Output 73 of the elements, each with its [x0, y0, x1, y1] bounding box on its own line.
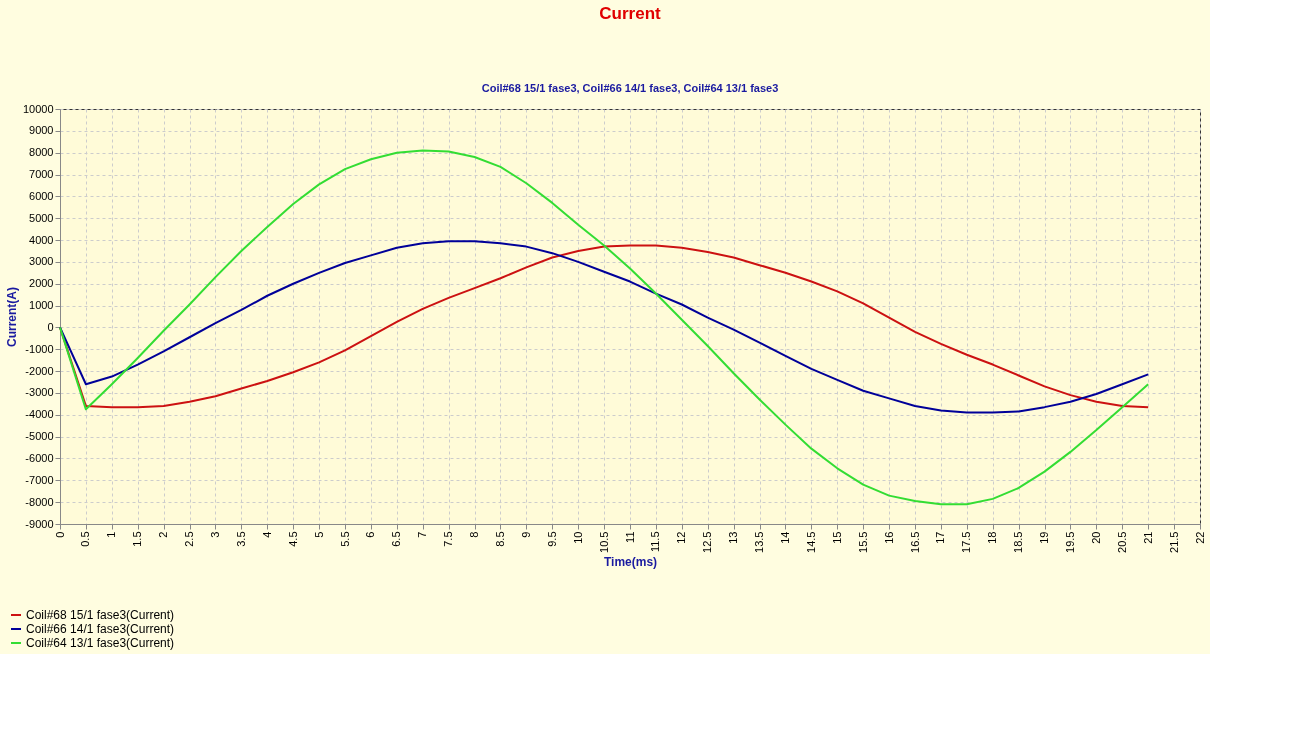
- x-tick-label: 8.5: [493, 531, 506, 547]
- chart-title: Current: [599, 4, 662, 23]
- y-tick-label: -6000: [25, 451, 54, 464]
- y-tick-label: -5000: [25, 430, 54, 443]
- y-tick-label: 10000: [22, 102, 54, 115]
- y-tick-label: 5000: [29, 211, 54, 224]
- y-tick-label: 7000: [29, 168, 54, 181]
- x-tick-label: 16.5: [908, 531, 921, 553]
- x-tick-label: 14: [778, 531, 791, 544]
- y-tick-label: 0: [47, 320, 54, 333]
- legend-label: Coil#66 14/1 fase3(Current): [26, 622, 175, 636]
- y-tick-label: 2000: [29, 277, 54, 290]
- chart-subtitle: Coil#68 15/1 fase3, Coil#66 14/1 fase3, Coil#64 13/1 fase3: [481, 82, 779, 94]
- x-tick-label: 0.5: [79, 531, 92, 547]
- x-tick-label: 6.5: [390, 531, 403, 547]
- y-tick-label: -7000: [25, 473, 54, 486]
- y-tick-label: -2000: [25, 364, 54, 377]
- x-tick-label: 6: [364, 531, 377, 538]
- x-tick-label: 7.5: [442, 531, 455, 547]
- x-tick-label: 20: [1089, 531, 1102, 544]
- legend-label: Coil#64 13/1 fase3(Current): [26, 636, 175, 650]
- y-tick-label: -8000: [25, 495, 54, 508]
- x-tick-label: 15: [830, 531, 843, 544]
- x-tick-label: 13: [727, 531, 740, 544]
- y-tick-label: 6000: [29, 189, 54, 202]
- x-tick-label: 15.5: [856, 531, 869, 553]
- x-tick-label: 17.5: [960, 531, 973, 553]
- legend-label: Coil#68 15/1 fase3(Current): [26, 608, 175, 622]
- y-tick-label: 9000: [29, 124, 54, 137]
- x-tick-label: 3.5: [234, 531, 247, 547]
- x-tick-label: 10: [571, 531, 584, 544]
- x-tick-label: 14.5: [804, 531, 817, 553]
- x-tick-label: 21.5: [1167, 531, 1180, 553]
- x-tick-label: 22: [1193, 531, 1206, 544]
- y-tick-label: -9000: [25, 517, 54, 530]
- x-tick-label: 21: [1141, 531, 1154, 544]
- x-tick-label: 17: [934, 531, 947, 544]
- x-tick-label: 12: [675, 531, 688, 544]
- x-tick-label: 11: [623, 531, 636, 543]
- x-tick-label: 8: [468, 531, 481, 538]
- x-tick-label: 16: [882, 531, 895, 544]
- y-tick-label: -3000: [25, 386, 54, 399]
- y-tick-label: -1000: [25, 342, 54, 355]
- y-tick-label: 3000: [29, 255, 54, 268]
- x-tick-label: 4.5: [286, 531, 299, 547]
- x-tick-label: 18.5: [1012, 531, 1025, 553]
- x-tick-label: 13.5: [753, 531, 766, 553]
- x-tick-label: 1.5: [131, 531, 144, 547]
- x-tick-label: 18: [986, 531, 999, 544]
- x-tick-label: 7: [416, 531, 429, 538]
- x-tick-label: 3: [208, 531, 221, 538]
- y-tick-label: 8000: [29, 146, 54, 159]
- x-tick-label: 4: [260, 531, 273, 538]
- x-tick-label: 19: [1038, 531, 1051, 544]
- x-tick-label: 19.5: [1063, 531, 1076, 553]
- y-axis-title: Current(A): [4, 287, 19, 347]
- y-tick-label: -4000: [25, 408, 54, 421]
- x-axis-title: Time(ms): [603, 554, 658, 569]
- x-tick-label: 2.5: [183, 531, 196, 547]
- line-series: [59, 149, 1150, 506]
- x-tick-label: 20.5: [1115, 531, 1128, 553]
- x-tick-label: 9.5: [545, 531, 558, 547]
- x-tick-label: 0: [53, 531, 66, 538]
- y-tick-label: 4000: [29, 233, 54, 246]
- x-tick-label: 9: [519, 531, 532, 538]
- x-tick-label: 12.5: [701, 531, 714, 553]
- x-tick-label: 5: [312, 531, 325, 538]
- y-tick-label: 1000: [29, 299, 54, 312]
- x-tick-label: 11.5: [649, 531, 662, 553]
- x-tick-label: 10.5: [597, 531, 610, 553]
- x-tick-label: 2: [157, 531, 170, 538]
- x-tick-label: 1: [105, 531, 118, 538]
- x-tick-label: 5.5: [338, 531, 351, 547]
